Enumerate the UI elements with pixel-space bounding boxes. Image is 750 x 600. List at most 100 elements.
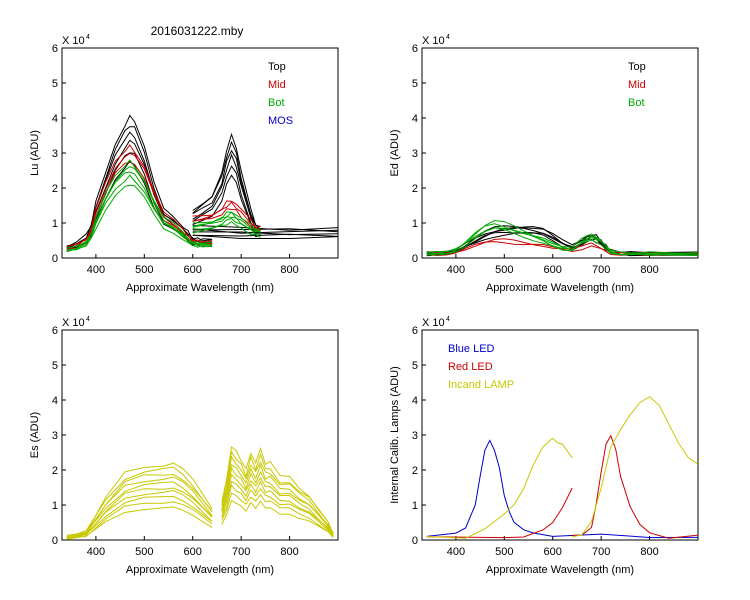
x-tick-label: 600 bbox=[544, 264, 562, 276]
x-tick-label: 400 bbox=[447, 546, 465, 558]
series-line-es bbox=[221, 480, 334, 537]
series-line-incand-lamp bbox=[426, 437, 573, 539]
y-tick-label: 6 bbox=[52, 43, 58, 55]
series-line-es bbox=[66, 501, 213, 539]
x-tick-label: 400 bbox=[447, 264, 465, 276]
y-tick-label: 6 bbox=[412, 43, 418, 55]
series-line-bot bbox=[66, 159, 213, 252]
legend-entry-mos: MOS bbox=[268, 115, 293, 127]
series-line-es bbox=[221, 473, 334, 535]
y-tick-label: 1 bbox=[52, 500, 58, 512]
series-line-es bbox=[221, 499, 334, 538]
y-tick-label: 6 bbox=[412, 325, 418, 337]
series-line-top bbox=[192, 149, 261, 231]
y-axis-label: Internal Calib. Lamps (ADU) bbox=[389, 366, 401, 504]
legend-entry-mid: Mid bbox=[268, 79, 286, 91]
y-tick-label: 5 bbox=[52, 78, 58, 90]
series-group bbox=[66, 114, 338, 253]
series-line-top bbox=[192, 132, 261, 228]
y-multiplier-exponent: 4 bbox=[446, 34, 450, 41]
x-axis-label: Approximate Wavelength (nm) bbox=[126, 282, 274, 294]
x-tick-label: 500 bbox=[495, 546, 513, 558]
y-tick-label: 4 bbox=[52, 395, 58, 407]
series-line-top bbox=[192, 231, 338, 236]
y-tick-label: 2 bbox=[412, 465, 418, 477]
y-tick-label: 4 bbox=[412, 113, 418, 125]
series-group bbox=[66, 445, 334, 540]
y-tick-label: 1 bbox=[412, 500, 418, 512]
series-line-bot bbox=[192, 211, 261, 232]
y-multiplier: X 10 bbox=[62, 35, 85, 47]
x-tick-label: 400 bbox=[87, 264, 105, 276]
x-tick-label: 800 bbox=[280, 546, 298, 558]
series-line-bot bbox=[426, 219, 698, 256]
y-tick-label: 5 bbox=[52, 360, 58, 372]
x-tick-label: 700 bbox=[592, 264, 610, 276]
series-line-es bbox=[66, 506, 213, 540]
y-multiplier-exponent: 4 bbox=[86, 34, 90, 41]
series-line-es bbox=[66, 481, 213, 539]
series-line-es bbox=[221, 492, 334, 537]
series-line-es bbox=[66, 466, 213, 539]
y-tick-label: 2 bbox=[52, 183, 58, 195]
legend-entry-red-led: Red LED bbox=[448, 361, 493, 373]
legend-entry-mid: Mid bbox=[628, 79, 646, 91]
x-tick-label: 600 bbox=[544, 546, 562, 558]
y-axis-label: Lu (ADU) bbox=[29, 130, 41, 176]
series-line-blue-led bbox=[426, 439, 698, 539]
series-line-incand-lamp bbox=[571, 395, 698, 538]
x-tick-label: 500 bbox=[135, 264, 153, 276]
series-line-es bbox=[66, 462, 213, 537]
y-tick-label: 2 bbox=[412, 183, 418, 195]
series-group bbox=[426, 219, 698, 257]
x-tick-label: 800 bbox=[640, 264, 658, 276]
y-multiplier: X 10 bbox=[422, 317, 445, 329]
y-tick-label: 0 bbox=[412, 253, 418, 265]
series-line-top bbox=[192, 233, 338, 237]
x-axis-label: Approximate Wavelength (nm) bbox=[486, 564, 634, 576]
x-tick-label: 500 bbox=[495, 264, 513, 276]
series-line-red-led bbox=[426, 487, 573, 539]
x-tick-label: 800 bbox=[280, 264, 298, 276]
series-line-es bbox=[66, 487, 213, 537]
series-line-es bbox=[221, 484, 334, 536]
legend-entry-top: Top bbox=[268, 61, 286, 73]
y-tick-label: 1 bbox=[52, 218, 58, 230]
series-line-es bbox=[221, 445, 334, 534]
x-tick-label: 700 bbox=[232, 264, 250, 276]
series-line-es bbox=[66, 495, 213, 539]
y-tick-label: 4 bbox=[52, 113, 58, 125]
legend-entry-top: Top bbox=[628, 61, 646, 73]
series-line-bot bbox=[66, 174, 213, 252]
y-axis-label: Es (ADU) bbox=[29, 412, 41, 458]
y-tick-label: 2 bbox=[52, 465, 58, 477]
series-line-mid bbox=[192, 200, 261, 229]
series-line-top bbox=[192, 234, 338, 239]
series-line-mid bbox=[192, 201, 261, 232]
series-group bbox=[426, 395, 698, 539]
x-tick-label: 400 bbox=[87, 546, 105, 558]
x-axis-label: Approximate Wavelength (nm) bbox=[126, 564, 274, 576]
y-tick-label: 3 bbox=[412, 430, 418, 442]
legend-entry-bot: Bot bbox=[268, 97, 285, 109]
x-tick-label: 600 bbox=[184, 264, 202, 276]
y-tick-label: 0 bbox=[52, 535, 58, 547]
x-tick-label: 800 bbox=[640, 546, 658, 558]
y-tick-label: 0 bbox=[52, 253, 58, 265]
y-multiplier-exponent: 4 bbox=[86, 316, 90, 323]
x-tick-label: 700 bbox=[232, 546, 250, 558]
legend-entry-incand-lamp: Incand LAMP bbox=[448, 379, 514, 391]
series-line-bot bbox=[426, 227, 698, 256]
series-line-bot bbox=[192, 221, 261, 238]
y-tick-label: 0 bbox=[412, 535, 418, 547]
figure-title: 2016031222.mby bbox=[151, 24, 244, 38]
series-line-top bbox=[66, 114, 213, 248]
y-tick-label: 3 bbox=[52, 430, 58, 442]
y-tick-label: 6 bbox=[52, 325, 58, 337]
plot-frame bbox=[61, 47, 339, 259]
y-tick-label: 4 bbox=[412, 395, 418, 407]
